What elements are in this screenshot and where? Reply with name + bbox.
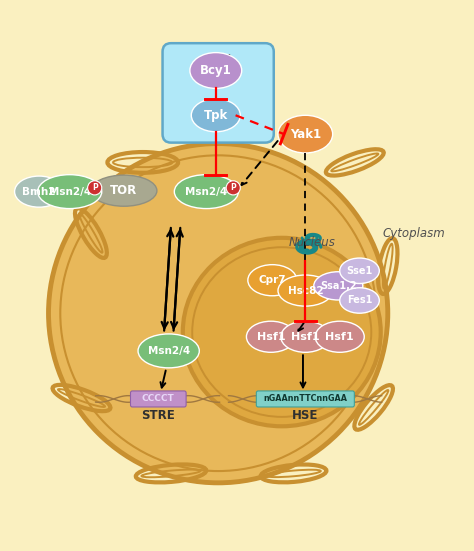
Ellipse shape (281, 321, 330, 352)
Text: Hsf1: Hsf1 (291, 332, 319, 342)
FancyBboxPatch shape (256, 391, 355, 407)
Text: Tpk: Tpk (204, 109, 228, 122)
Text: Msn2/4: Msn2/4 (49, 187, 91, 197)
Text: P: P (230, 183, 236, 192)
Text: Yak1: Yak1 (290, 128, 321, 141)
Text: STRE: STRE (141, 409, 175, 422)
Ellipse shape (315, 321, 364, 352)
Text: PKA: PKA (202, 53, 234, 67)
Text: Fes1: Fes1 (347, 295, 372, 305)
Ellipse shape (91, 175, 157, 206)
Text: Hsf1: Hsf1 (256, 332, 285, 342)
Text: Hsc82: Hsc82 (288, 285, 323, 295)
Text: Msn2/4: Msn2/4 (147, 346, 190, 356)
Ellipse shape (37, 175, 102, 209)
Ellipse shape (278, 115, 333, 153)
Ellipse shape (248, 264, 297, 296)
Ellipse shape (138, 334, 199, 368)
Ellipse shape (190, 52, 242, 88)
Ellipse shape (340, 258, 379, 284)
Text: Bcy1: Bcy1 (200, 64, 232, 77)
Text: nGAAnnTTCnnGAA: nGAAnnTTCnnGAA (264, 395, 347, 403)
Text: TOR: TOR (110, 184, 137, 197)
Ellipse shape (246, 321, 295, 352)
Ellipse shape (174, 175, 238, 209)
Text: Nucleus: Nucleus (289, 236, 336, 249)
Text: Cpr7: Cpr7 (258, 275, 286, 285)
Text: Hsf1: Hsf1 (326, 332, 354, 342)
Ellipse shape (278, 275, 333, 306)
Text: Ssa1,2: Ssa1,2 (320, 281, 356, 291)
Ellipse shape (340, 288, 379, 313)
Text: Sse1: Sse1 (346, 266, 373, 276)
Text: Msn2/4: Msn2/4 (185, 187, 228, 197)
Text: Bmh2: Bmh2 (22, 187, 56, 197)
FancyBboxPatch shape (130, 391, 186, 407)
Text: HSE: HSE (292, 409, 319, 422)
Ellipse shape (191, 99, 240, 132)
Ellipse shape (314, 272, 363, 300)
Ellipse shape (15, 176, 64, 207)
Ellipse shape (183, 238, 381, 426)
FancyBboxPatch shape (163, 43, 274, 143)
Circle shape (48, 144, 388, 483)
Text: CCCCT: CCCCT (142, 395, 175, 403)
Text: P: P (92, 183, 98, 192)
Circle shape (88, 181, 102, 195)
Circle shape (226, 181, 240, 195)
Text: Cytoplasm: Cytoplasm (383, 226, 445, 240)
